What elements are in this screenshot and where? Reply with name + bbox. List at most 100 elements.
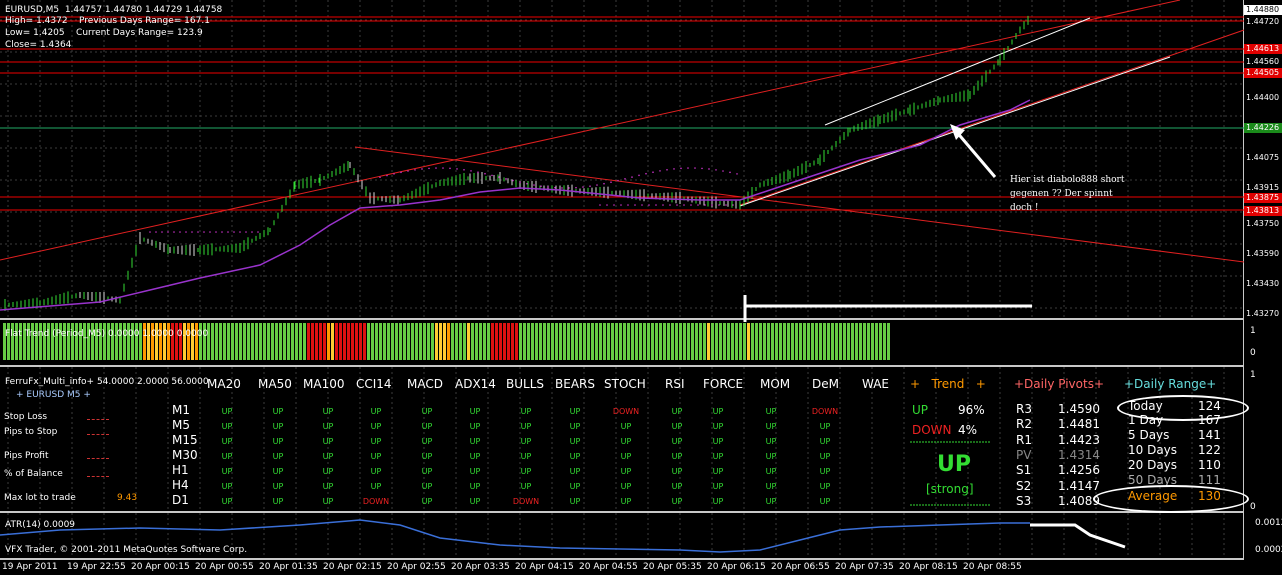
signal-cell: UP: [569, 482, 581, 491]
ma-dot: [617, 179, 619, 182]
signal-cell: UP: [221, 482, 233, 491]
flat-trend-bar: [19, 323, 22, 360]
ma-dot: [732, 204, 734, 206]
flat-trend-bar: [515, 323, 518, 360]
ma-dot: [606, 204, 608, 206]
flat-trend-bar: [719, 323, 722, 360]
range-value: 122: [1198, 443, 1221, 457]
flat-trend-bar: [483, 323, 486, 360]
time-label: 20 Apr 01:35: [259, 562, 318, 572]
signal-cell: UP: [421, 497, 433, 506]
ma-dot: [676, 204, 678, 206]
flat-trend-bar: [75, 323, 78, 360]
multi-info-label: FerruFx_Multi_info+ 54.0000 2.0000 56.00…: [5, 377, 209, 387]
flat-trend-bar: [135, 323, 138, 360]
flat-trend-bar: [779, 323, 782, 360]
price-label: 1.43875: [1244, 193, 1282, 203]
ma-dot: [245, 231, 247, 233]
info-line-high: High= 1.4372 Previous Days Range= 167.1: [5, 16, 210, 26]
flat-trend-bar: [195, 323, 198, 360]
ma-dot: [575, 186, 577, 189]
trend-down-value: 4%: [958, 423, 978, 437]
flat-trend-bar: [403, 323, 406, 360]
ma-dot: [379, 176, 381, 179]
ma-dot: [631, 176, 633, 178]
signal-cell: UP: [322, 467, 334, 476]
flat-trend-bar: [631, 323, 634, 360]
flat-trend-bar: [155, 323, 158, 360]
signal-cell: UP: [819, 497, 831, 506]
flat-trend-bar: [11, 323, 14, 360]
flat-trend-bar: [395, 323, 398, 360]
signal-cell: UP: [421, 452, 433, 461]
flat-trend-bar: [339, 323, 342, 360]
ma-dot: [603, 182, 605, 185]
flat-trend-bar: [815, 323, 818, 360]
trend-line: [0, 0, 1181, 261]
ma-dot: [428, 167, 430, 170]
price-label: 1.43813: [1244, 206, 1282, 216]
flat-trend-label: Flat Trend (Period_M5) 0.0000 1.0000 0.0…: [5, 329, 209, 339]
ma-dot: [519, 181, 521, 184]
flat-trend-bar: [459, 323, 462, 360]
highlight-ellipse: [1117, 395, 1249, 421]
flat-trend-bar: [819, 323, 822, 360]
price-label: 1.43750: [1244, 219, 1282, 229]
ma-dot: [179, 231, 181, 233]
indicator-header: MACD: [407, 377, 443, 391]
signal-cell: UP: [671, 452, 683, 461]
flat-trend-bar: [619, 323, 622, 360]
time-label: 20 Apr 08:15: [899, 562, 958, 572]
ma-dot: [666, 168, 668, 171]
flat-trend-bar: [783, 323, 786, 360]
signal-cell: UP: [620, 452, 632, 461]
channel-line: [824, 17, 1091, 126]
flat-trend-bar: [499, 323, 502, 360]
ma-dot: [648, 204, 650, 206]
signal-cell: UP: [272, 437, 284, 446]
flat-trend-bar: [323, 323, 326, 360]
pivot-value: 1.4256: [1058, 463, 1100, 478]
flat-trend-bar: [751, 323, 754, 360]
flat-trend-bar: [179, 323, 182, 360]
flat-trend-bar: [855, 323, 858, 360]
flat-trend-bar: [191, 323, 194, 360]
signal-cell: UP: [765, 452, 777, 461]
indicator-header: MA20: [207, 377, 241, 391]
indicator-header: WAE: [862, 377, 889, 391]
multi-info-pair: + EURUSD M5 +: [16, 390, 91, 400]
flat-trend-bar: [871, 323, 874, 360]
price-label: 1.44400: [1244, 93, 1282, 103]
price-label: 1.44226: [1244, 123, 1282, 133]
ma-dot: [711, 204, 713, 206]
ma-dot: [393, 173, 395, 175]
signal-cell: UP: [712, 452, 724, 461]
ma-dot: [680, 167, 682, 170]
max-lot-value: 9.43: [117, 493, 138, 503]
range-label: 20 Days: [1128, 458, 1178, 472]
flat-trend-bar: [651, 323, 654, 360]
annotation-arrow-head: [950, 124, 965, 140]
flat-trend-bar: [727, 323, 730, 360]
flat-trend-bar: [259, 323, 262, 360]
signal-cell: UP: [569, 467, 581, 476]
flat-trend-bar: [243, 323, 246, 360]
flat-trend-bar: [247, 323, 250, 360]
signal-cell: UP: [370, 437, 382, 446]
copyright: VFX Trader, © 2001-2011 MetaQuotes Softw…: [5, 545, 248, 555]
ma-dot: [729, 171, 731, 174]
ma-dot: [722, 170, 724, 172]
flat-trend-bar: [671, 323, 674, 360]
flat-trend-bar: [791, 323, 794, 360]
trend-strength: [strong]: [926, 482, 974, 496]
pivot-value: 1.4089: [1058, 493, 1100, 508]
trend-line: [354, 146, 1245, 263]
panel-separator: [0, 558, 1244, 560]
flat-trend-bar: [267, 323, 270, 360]
indicator-header: FORCE: [703, 377, 744, 391]
flat-trend-bar: [591, 323, 594, 360]
ma-dot: [407, 170, 409, 172]
flat-trend-bar: [171, 323, 174, 360]
signal-cell: UP: [469, 467, 481, 476]
